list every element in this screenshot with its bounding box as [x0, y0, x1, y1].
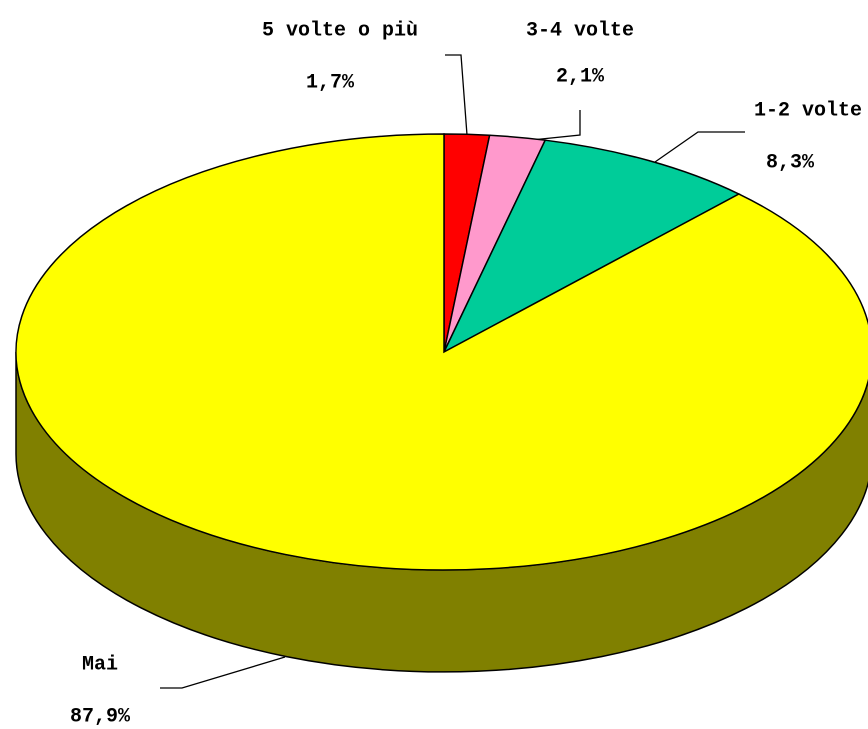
- leader-line: [160, 656, 286, 689]
- slice-value-label: 87,9%: [70, 705, 131, 728]
- slice-value-label: 2,1%: [556, 65, 605, 88]
- slice-label: 5 volte o più: [262, 19, 418, 42]
- slice-label: 3-4 volte: [526, 19, 634, 42]
- pie-slice: [15, 133, 868, 571]
- slice-label: Mai: [82, 653, 118, 676]
- leader-line: [521, 110, 581, 142]
- slice-value-label: 8,3%: [766, 151, 815, 174]
- slice-value-label: 1,7%: [306, 71, 355, 94]
- pie-slice: [442, 139, 741, 354]
- slice-label: 1-2 volte: [754, 99, 862, 122]
- leader-line: [654, 131, 745, 163]
- leader-line: [445, 54, 468, 136]
